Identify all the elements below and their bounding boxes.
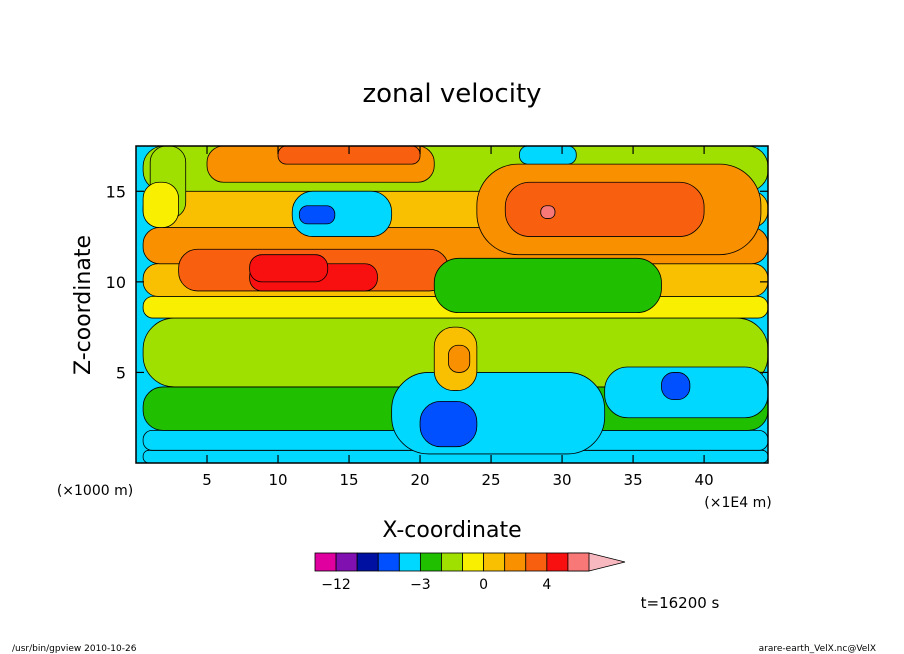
x-tick-label: 20 bbox=[410, 471, 429, 489]
colorbar-label: 4 bbox=[542, 577, 551, 593]
x-unit-right: (×1E4 m) bbox=[704, 495, 771, 511]
contour-region bbox=[504, 181, 705, 237]
colorbar-segment bbox=[377, 552, 400, 572]
y-axis-label: Z-coordinate bbox=[71, 235, 96, 375]
y-tick-label: 5 bbox=[116, 363, 126, 382]
x-tick-label: 35 bbox=[624, 471, 643, 489]
contour-region bbox=[448, 344, 471, 373]
filled-contours bbox=[142, 145, 769, 464]
x-tick-label: 15 bbox=[339, 471, 358, 489]
colorbar-segment bbox=[504, 552, 527, 572]
colorbar-segment bbox=[398, 552, 421, 572]
x-tick-label: 30 bbox=[553, 471, 572, 489]
x-tick-label: 10 bbox=[268, 471, 287, 489]
colorbar-segment bbox=[335, 552, 358, 572]
x-axis-ticks: 5 10 15 20 25 30 35 40 bbox=[202, 146, 714, 489]
contour-region bbox=[519, 145, 577, 165]
contour-region bbox=[433, 257, 662, 314]
colorbar-labels: −12 −3 0 4 bbox=[321, 577, 551, 593]
colorbar-segment bbox=[314, 552, 337, 572]
colorbar-label: −12 bbox=[321, 577, 351, 593]
contour-region bbox=[661, 372, 691, 400]
contour-region bbox=[540, 205, 556, 219]
colorbar-segment bbox=[419, 552, 442, 572]
contour-region bbox=[419, 401, 478, 448]
y-tick-label: 15 bbox=[106, 182, 126, 201]
contour-region bbox=[249, 254, 329, 283]
colorbar-segment bbox=[462, 552, 485, 572]
x-tick-label: 25 bbox=[482, 471, 501, 489]
plot-frame bbox=[135, 145, 769, 464]
time-annotation: t=16200 s bbox=[641, 594, 720, 612]
chart-title: zonal velocity bbox=[362, 79, 541, 109]
x-unit-left: (×1000 m) bbox=[57, 483, 133, 499]
colorbar-segment bbox=[483, 552, 506, 572]
contour-region bbox=[298, 205, 336, 225]
colorbar-segment bbox=[567, 552, 590, 572]
colorbar-segment bbox=[546, 552, 569, 572]
contour-region bbox=[142, 181, 180, 228]
colorbar bbox=[314, 552, 626, 572]
x-axis-label: X-coordinate bbox=[382, 518, 521, 543]
x-tick-label: 5 bbox=[202, 471, 212, 489]
y-tick-label: 10 bbox=[106, 273, 126, 292]
y-axis-ticks: 5 10 15 bbox=[106, 182, 768, 382]
colorbar-segment bbox=[525, 552, 548, 572]
footer-right: arare-earth_VelX.nc@VelX bbox=[759, 644, 876, 654]
contour-region bbox=[291, 190, 393, 237]
colorbar-label: −3 bbox=[410, 577, 431, 593]
footer-left: /usr/bin/gpview 2010-10-26 bbox=[12, 644, 137, 654]
colorbar-label: 0 bbox=[479, 577, 488, 593]
colorbar-segment bbox=[356, 552, 379, 572]
colorbar-segment bbox=[441, 552, 463, 572]
plot-area bbox=[135, 145, 769, 464]
x-tick-label: 40 bbox=[695, 471, 714, 489]
